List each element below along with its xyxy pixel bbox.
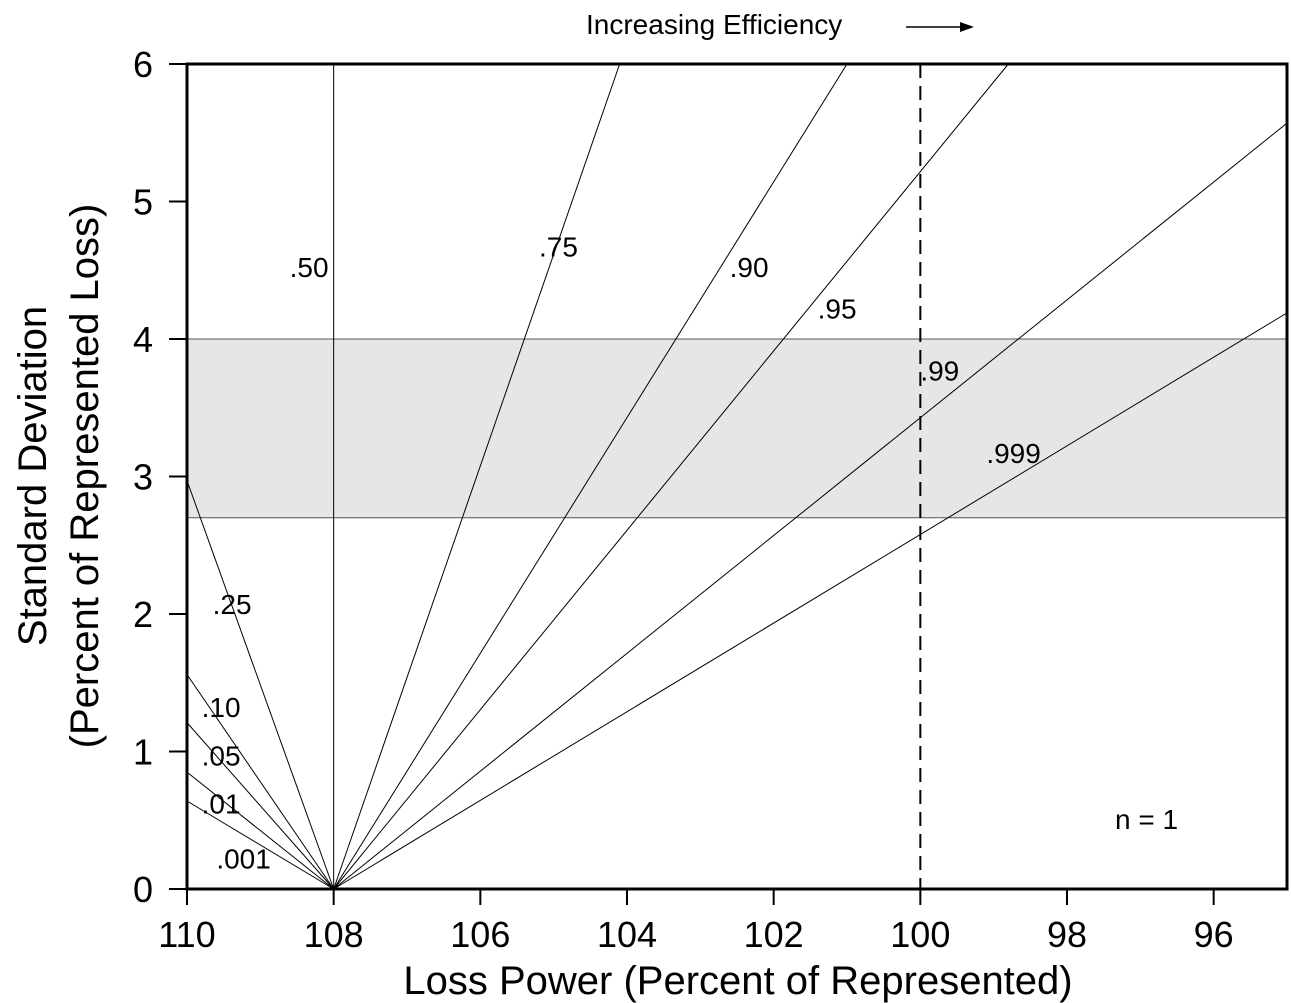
series-line-7 bbox=[333, 63, 848, 890]
series-label-1: .01 bbox=[202, 788, 241, 819]
series-label-6: .75 bbox=[539, 232, 578, 263]
x-tick-label-5: 100 bbox=[890, 914, 950, 955]
y-tick-label-1: 1 bbox=[133, 732, 153, 773]
sample-size-label: n = 1 bbox=[1115, 804, 1178, 835]
x-tick-label-2: 106 bbox=[450, 914, 510, 955]
right-arrow-icon bbox=[906, 22, 974, 32]
y-tick-label-6: 6 bbox=[133, 44, 153, 85]
series-label-4: .25 bbox=[213, 589, 252, 620]
series-line-6 bbox=[333, 63, 621, 890]
series-label-0: .001 bbox=[216, 843, 270, 874]
y-tick-label-5: 5 bbox=[133, 182, 153, 223]
series-line-2 bbox=[186, 722, 335, 890]
series-label-3: .10 bbox=[202, 692, 241, 723]
y-axis-title-line1: Standard Deviation bbox=[11, 306, 55, 646]
series-label-8: .95 bbox=[818, 293, 857, 324]
series-lines-layer bbox=[186, 63, 1288, 890]
series-labels-layer: .001 .01 .05 .10 .25 .50 .75 .90 .95 .99 .999 bbox=[202, 232, 1041, 875]
y-tick-label-0: 0 bbox=[133, 869, 153, 910]
y-axis-title-line2: (Percent of Represented Loss) bbox=[63, 204, 107, 749]
x-tick-label-3: 104 bbox=[597, 914, 657, 955]
ticks-layer: 110 108 106 104 102 100 98 96 0 1 2 3 4 5 6 bbox=[133, 44, 1234, 955]
series-label-2: .05 bbox=[202, 740, 241, 771]
series-line-8 bbox=[333, 63, 1009, 890]
x-tick-label-1: 108 bbox=[304, 914, 364, 955]
shaded-band-layer bbox=[187, 338, 1287, 519]
y-tick-label-2: 2 bbox=[133, 594, 153, 635]
series-label-7: .90 bbox=[730, 252, 769, 283]
series-line-1 bbox=[186, 771, 334, 890]
series-line-4 bbox=[186, 480, 335, 890]
increasing-efficiency-label: Increasing Efficiency bbox=[586, 9, 842, 40]
series-label-10: .999 bbox=[986, 438, 1040, 469]
x-tick-label-4: 102 bbox=[744, 914, 804, 955]
y-tick-label-3: 3 bbox=[133, 457, 153, 498]
x-tick-label-7: 96 bbox=[1194, 914, 1234, 955]
x-tick-label-6: 98 bbox=[1047, 914, 1087, 955]
series-line-0 bbox=[186, 800, 334, 890]
series-label-9: .99 bbox=[920, 355, 959, 386]
series-label-5: .50 bbox=[290, 252, 329, 283]
x-tick-label-0: 110 bbox=[158, 914, 215, 955]
y-tick-label-4: 4 bbox=[133, 319, 153, 360]
series-line-3 bbox=[186, 674, 335, 890]
x-axis-title: Loss Power (Percent of Represented) bbox=[403, 959, 1072, 1003]
series-line-9 bbox=[333, 122, 1288, 890]
series-line-10 bbox=[333, 312, 1288, 890]
shaded-band bbox=[187, 339, 1287, 518]
